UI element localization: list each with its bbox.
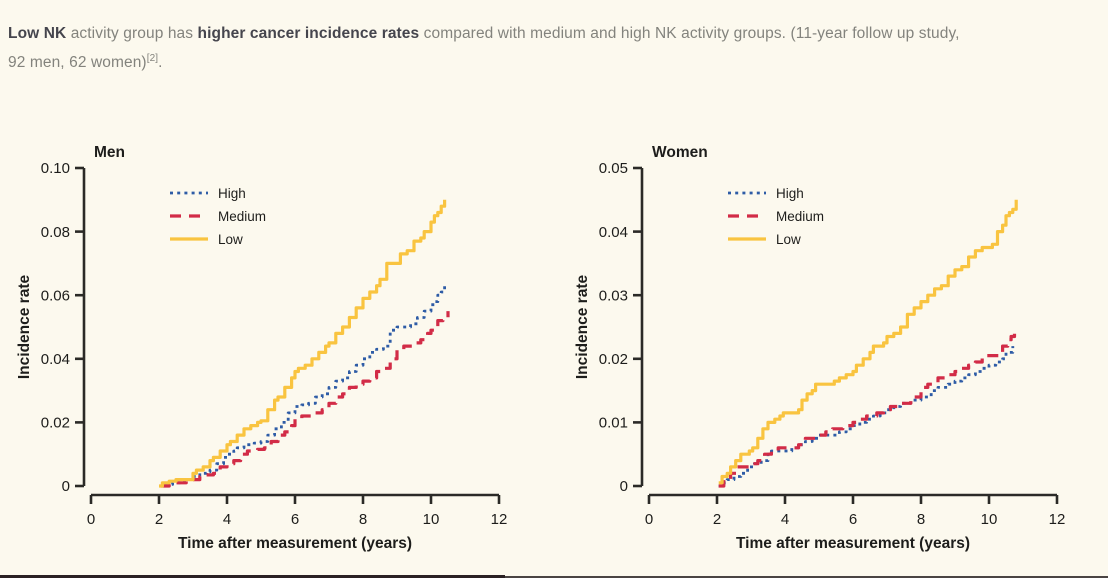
legend: High Medium Low [170, 186, 266, 247]
x-tick-label: 12 [491, 511, 508, 528]
axes: 0 0.01 0.02 0.03 0.04 0.05 0 2 4 6 8 10 12 [599, 160, 1066, 528]
y-tick-label: 0.06 [41, 287, 70, 304]
legend-item-low: Low [728, 232, 801, 247]
x-tick-label: 8 [359, 511, 367, 528]
legend-label-high: High [218, 186, 246, 201]
x-tick-label: 6 [849, 511, 857, 528]
series-line-low [159, 199, 447, 488]
legend-item-medium: Medium [728, 209, 824, 224]
y-tick-label: 0.04 [599, 224, 628, 241]
caption-bold-low-nk: Low NK [8, 24, 67, 42]
x-tick-label: 6 [291, 511, 299, 528]
x-axis-title: Time after measurement (years) [736, 535, 970, 552]
axes: 0 0.02 0.04 0.06 0.08 0.10 0 2 4 6 8 10 12 [41, 160, 508, 528]
chart-men-svg: 0 0.02 0.04 0.06 0.08 0.10 0 2 4 6 8 10 12 Men Inciden… [16, 144, 508, 552]
legend-label-low: Low [218, 232, 243, 247]
legend: High Medium Low [728, 186, 824, 247]
y-tick-label: 0.08 [41, 224, 70, 241]
series-line-medium [718, 330, 1017, 488]
y-tick-label: 0.03 [599, 287, 628, 304]
series-line-low [718, 199, 1018, 485]
caption-text: . [158, 54, 163, 71]
bottom-divider [0, 575, 1108, 578]
x-tick-label: 10 [423, 511, 440, 528]
series-line-medium [160, 311, 450, 488]
x-tick-label: 4 [781, 511, 789, 528]
y-tick-label: 0.02 [599, 351, 628, 368]
legend-item-low: Low [170, 232, 243, 247]
series-line-high [159, 285, 446, 488]
caption-reference-sup: [2] [146, 52, 159, 64]
chart-title: Women [652, 144, 708, 161]
figure-caption: Low NK activity group has higher cancer … [0, 16, 1106, 78]
x-tick-label: 12 [1049, 511, 1066, 528]
x-tick-label: 2 [713, 511, 721, 528]
bottom-divider-left-segment [0, 575, 505, 578]
chart-title: Men [94, 144, 125, 161]
x-tick-label: 4 [223, 511, 231, 528]
caption-text: 92 men, 62 women) [8, 54, 147, 71]
chart-men: 0 0.02 0.04 0.06 0.08 0.10 0 2 4 6 8 10 12 Men Inciden… [2, 134, 537, 574]
y-tick-label: 0 [62, 478, 70, 495]
chart-women-svg: 0 0.01 0.02 0.03 0.04 0.05 0 2 4 6 8 10 12 Women Incid… [574, 144, 1066, 552]
y-tick-label: 0.02 [41, 415, 70, 432]
chart-women: 0 0.01 0.02 0.03 0.04 0.05 0 2 4 6 8 10 12 Women Incid… [560, 134, 1095, 574]
y-axis-title: Incidence rate [574, 275, 591, 380]
legend-label-high: High [776, 186, 804, 201]
legend-label-medium: Medium [776, 209, 824, 224]
legend-item-high: High [170, 186, 246, 201]
x-tick-label: 2 [155, 511, 163, 528]
y-tick-label: 0.05 [599, 160, 628, 177]
series-line-high [718, 346, 1015, 488]
bottom-divider-right-segment [505, 576, 1108, 578]
legend-item-medium: Medium [170, 209, 266, 224]
y-tick-label: 0 [620, 478, 628, 495]
y-tick-label: 0.01 [599, 415, 628, 432]
legend-label-low: Low [776, 232, 801, 247]
y-tick-label: 0.10 [41, 160, 70, 177]
x-axis-title: Time after measurement (years) [178, 535, 412, 552]
y-tick-label: 0.04 [41, 351, 70, 368]
x-tick-label: 8 [917, 511, 925, 528]
legend-item-high: High [728, 186, 804, 201]
x-tick-label: 0 [87, 511, 95, 528]
x-tick-label: 10 [981, 511, 998, 528]
legend-label-medium: Medium [218, 209, 266, 224]
caption-bold-incidence: higher cancer incidence rates [197, 24, 420, 42]
caption-text: compared with medium and high NK activit… [419, 24, 960, 42]
y-axis-title: Incidence rate [16, 275, 33, 380]
caption-text: activity group has [66, 24, 198, 42]
x-tick-label: 0 [645, 511, 653, 528]
